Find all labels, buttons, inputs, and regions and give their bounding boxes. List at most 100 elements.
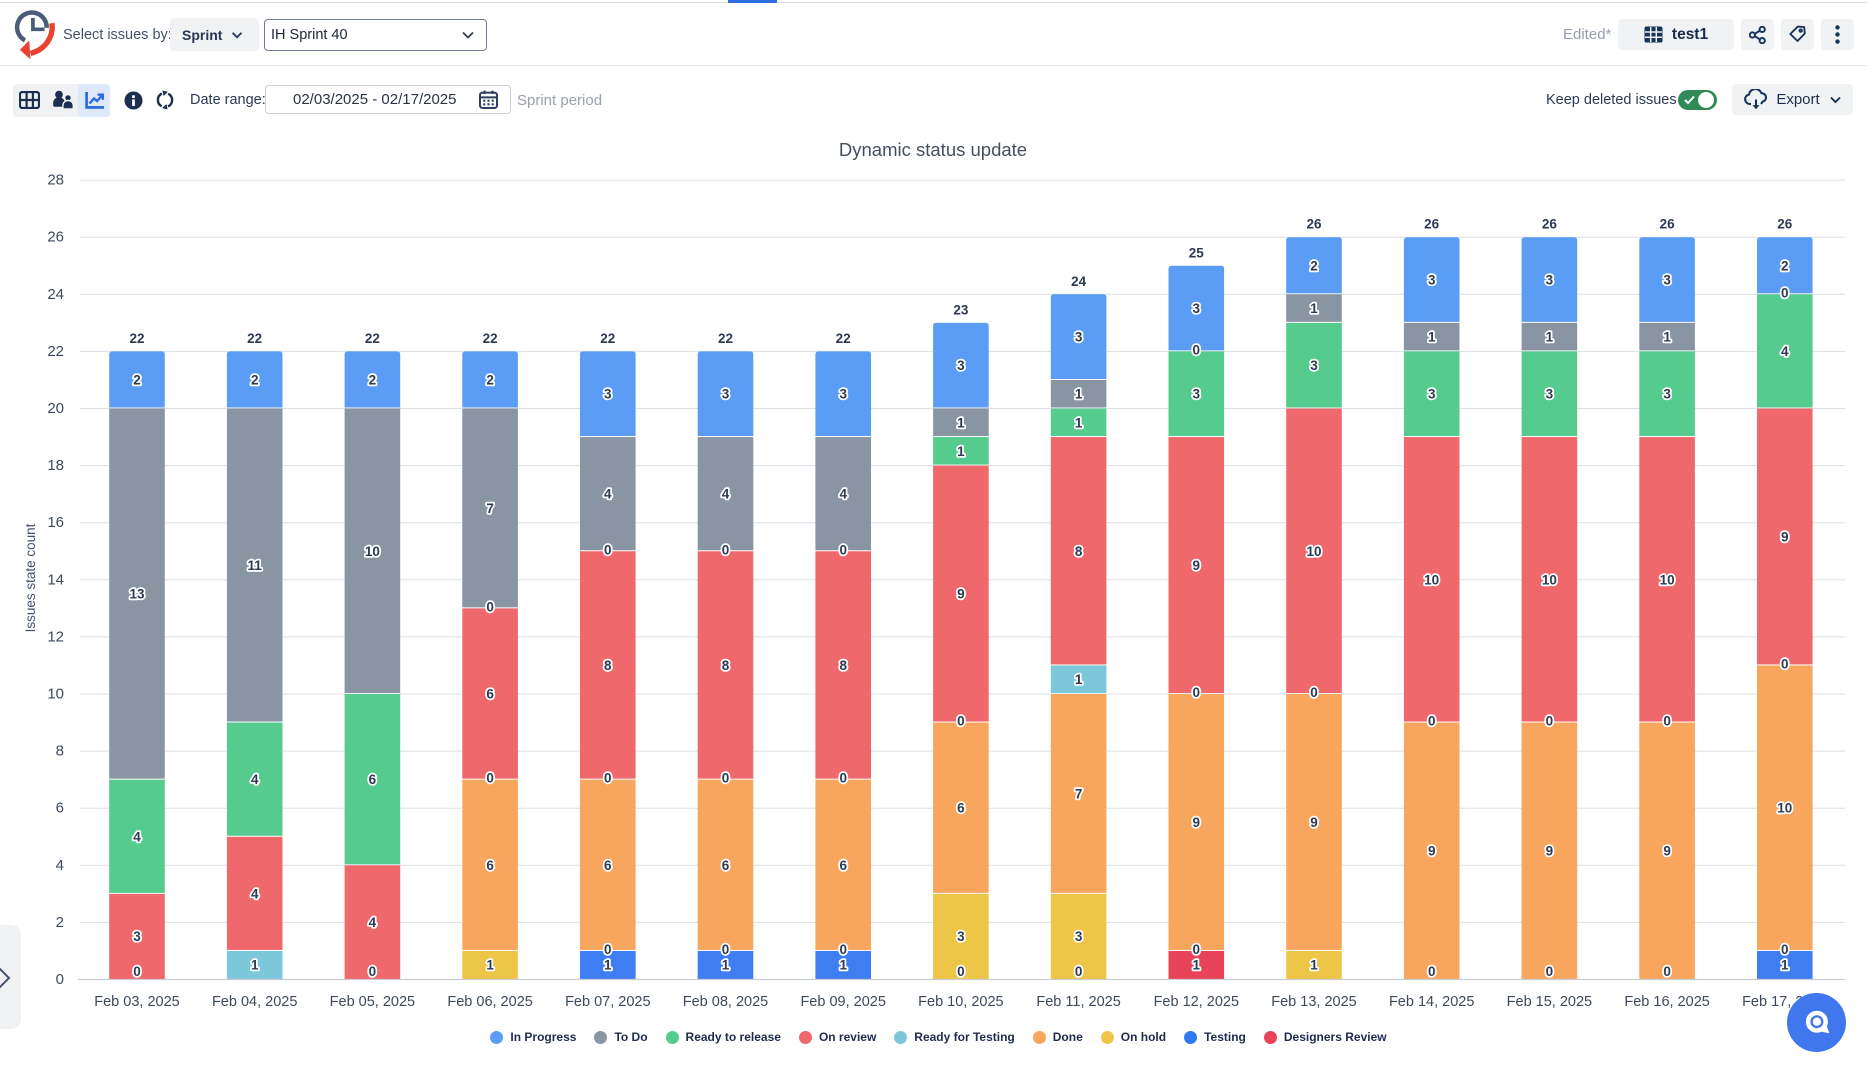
svg-text:1: 1 <box>1428 330 1436 345</box>
svg-text:1: 1 <box>957 415 965 430</box>
svg-text:1: 1 <box>486 958 494 973</box>
svg-text:0: 0 <box>1781 656 1789 671</box>
svg-text:9: 9 <box>1428 844 1436 859</box>
svg-text:9: 9 <box>1193 815 1201 830</box>
svg-text:24: 24 <box>47 286 64 303</box>
svg-text:3: 3 <box>1663 387 1671 402</box>
svg-text:2: 2 <box>1781 258 1789 273</box>
svg-text:Feb 06, 2025: Feb 06, 2025 <box>447 994 532 1010</box>
svg-text:Feb 12, 2025: Feb 12, 2025 <box>1154 994 1239 1010</box>
svg-text:26: 26 <box>1424 217 1440 232</box>
svg-text:18: 18 <box>47 457 64 474</box>
svg-text:14: 14 <box>47 571 64 588</box>
svg-text:3: 3 <box>133 929 141 944</box>
svg-text:1: 1 <box>1546 330 1554 345</box>
svg-text:6: 6 <box>486 858 494 873</box>
svg-text:3: 3 <box>1546 387 1554 402</box>
svg-text:10: 10 <box>1306 544 1321 559</box>
svg-text:3: 3 <box>1075 330 1083 345</box>
svg-text:0: 0 <box>369 964 377 979</box>
svg-text:Feb 05, 2025: Feb 05, 2025 <box>330 994 415 1010</box>
svg-text:Feb 15, 2025: Feb 15, 2025 <box>1507 994 1592 1010</box>
svg-text:8: 8 <box>839 658 847 673</box>
svg-text:0: 0 <box>1781 285 1789 300</box>
svg-text:6: 6 <box>369 772 377 787</box>
svg-text:22: 22 <box>600 331 615 346</box>
svg-text:3: 3 <box>957 929 965 944</box>
svg-text:22: 22 <box>247 331 262 346</box>
svg-text:Dynamic status update: Dynamic status update <box>839 139 1027 160</box>
svg-text:3: 3 <box>1193 301 1201 316</box>
svg-text:22: 22 <box>47 343 64 360</box>
svg-text:0: 0 <box>1075 964 1083 979</box>
svg-text:26: 26 <box>1777 217 1793 232</box>
svg-text:6: 6 <box>722 858 730 873</box>
svg-text:0: 0 <box>722 542 730 557</box>
svg-text:0: 0 <box>1663 714 1671 729</box>
svg-text:0: 0 <box>1310 685 1318 700</box>
svg-text:22: 22 <box>365 331 380 346</box>
svg-text:1: 1 <box>1310 301 1318 316</box>
svg-text:1: 1 <box>957 444 965 459</box>
svg-text:7: 7 <box>486 501 494 516</box>
svg-text:0: 0 <box>486 771 494 786</box>
svg-text:0: 0 <box>1781 942 1789 957</box>
svg-text:10: 10 <box>365 544 380 559</box>
svg-text:2: 2 <box>369 372 377 387</box>
svg-text:25: 25 <box>1189 245 1205 260</box>
svg-text:22: 22 <box>129 331 144 346</box>
svg-text:1: 1 <box>722 958 730 973</box>
svg-text:10: 10 <box>1777 801 1792 816</box>
svg-text:3: 3 <box>1310 358 1318 373</box>
svg-text:4: 4 <box>251 886 259 901</box>
svg-text:7: 7 <box>1075 786 1083 801</box>
svg-text:0: 0 <box>839 942 847 957</box>
svg-text:22: 22 <box>718 331 733 346</box>
svg-text:8: 8 <box>56 743 64 760</box>
svg-text:1: 1 <box>604 958 612 973</box>
svg-text:6: 6 <box>839 858 847 873</box>
svg-text:0: 0 <box>839 542 847 557</box>
svg-text:10: 10 <box>1660 572 1675 587</box>
svg-text:8: 8 <box>1075 544 1083 559</box>
svg-text:Feb 13, 2025: Feb 13, 2025 <box>1271 994 1356 1010</box>
svg-text:13: 13 <box>129 587 145 602</box>
svg-text:4: 4 <box>722 487 730 502</box>
svg-text:Feb 11, 2025: Feb 11, 2025 <box>1036 994 1120 1010</box>
svg-text:9: 9 <box>1781 529 1789 544</box>
svg-text:3: 3 <box>1075 929 1083 944</box>
svg-text:0: 0 <box>604 542 612 557</box>
svg-text:24: 24 <box>1071 274 1087 289</box>
svg-text:3: 3 <box>1428 273 1436 288</box>
svg-text:3: 3 <box>1546 273 1554 288</box>
svg-text:3: 3 <box>722 387 730 402</box>
svg-text:28: 28 <box>47 172 64 189</box>
svg-text:26: 26 <box>1660 217 1676 232</box>
svg-text:2: 2 <box>1310 258 1318 273</box>
svg-text:26: 26 <box>1306 217 1322 232</box>
svg-text:0: 0 <box>604 942 612 957</box>
svg-text:3: 3 <box>1663 273 1671 288</box>
svg-text:10: 10 <box>47 686 64 703</box>
svg-text:0: 0 <box>957 964 965 979</box>
svg-text:0: 0 <box>1428 964 1436 979</box>
svg-text:4: 4 <box>1781 344 1789 359</box>
svg-text:1: 1 <box>1075 672 1083 687</box>
svg-text:10: 10 <box>1424 572 1439 587</box>
svg-text:9: 9 <box>1193 558 1201 573</box>
svg-text:Feb 14, 2025: Feb 14, 2025 <box>1389 994 1474 1010</box>
svg-text:6: 6 <box>957 801 965 816</box>
svg-text:Feb 09, 2025: Feb 09, 2025 <box>800 994 885 1010</box>
svg-text:9: 9 <box>957 587 965 602</box>
svg-text:26: 26 <box>47 229 64 246</box>
svg-text:1: 1 <box>1075 387 1083 402</box>
svg-text:1: 1 <box>1781 958 1789 973</box>
svg-text:4: 4 <box>251 772 259 787</box>
svg-text:0: 0 <box>1193 685 1201 700</box>
svg-text:2: 2 <box>133 372 141 387</box>
svg-text:11: 11 <box>248 558 263 573</box>
svg-text:8: 8 <box>604 658 612 673</box>
svg-text:Feb 07, 2025: Feb 07, 2025 <box>565 994 650 1010</box>
svg-text:0: 0 <box>1428 714 1436 729</box>
svg-text:0: 0 <box>486 599 494 614</box>
